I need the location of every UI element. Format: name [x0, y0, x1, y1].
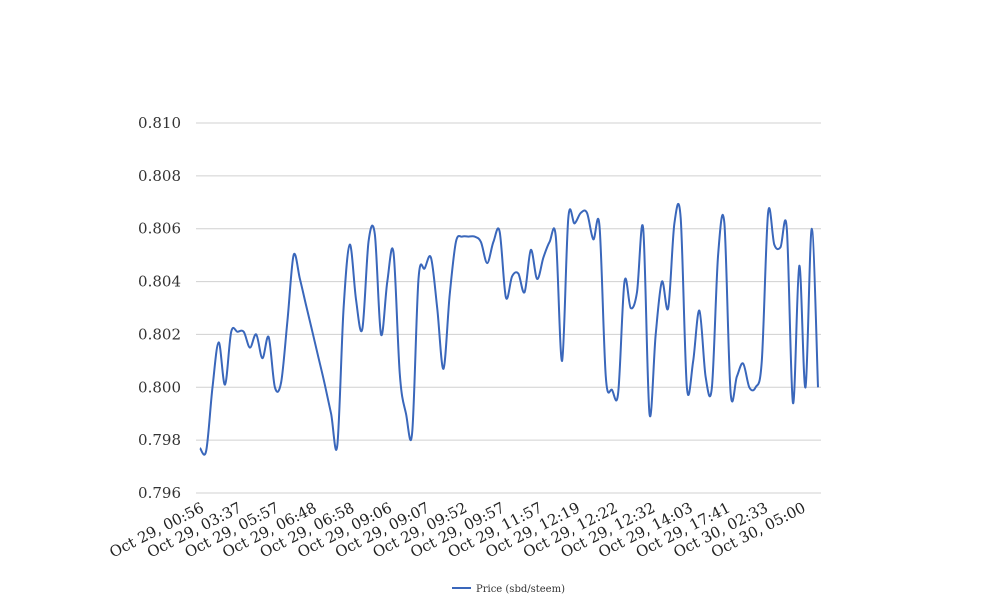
- y-axis-ticks: 0.796 0.798 0.800 0.802 0.804 0.806 0.808 0.810: [138, 114, 181, 502]
- y-tick-label: 0.800: [138, 378, 181, 396]
- series-line-price: [199, 202, 819, 456]
- legend-label: Price (sbd/steem): [476, 584, 565, 595]
- y-tick-label: 0.808: [138, 167, 181, 185]
- y-tick-label: 0.802: [138, 325, 181, 343]
- y-tick-label: 0.804: [138, 273, 181, 291]
- y-tick-label: 0.796: [138, 484, 181, 502]
- series-lines: [199, 202, 819, 456]
- y-tick-label: 0.810: [138, 114, 181, 132]
- legend: Price (sbd/steem): [452, 584, 565, 595]
- y-tick-label: 0.798: [138, 431, 181, 449]
- y-tick-label: 0.806: [138, 220, 181, 238]
